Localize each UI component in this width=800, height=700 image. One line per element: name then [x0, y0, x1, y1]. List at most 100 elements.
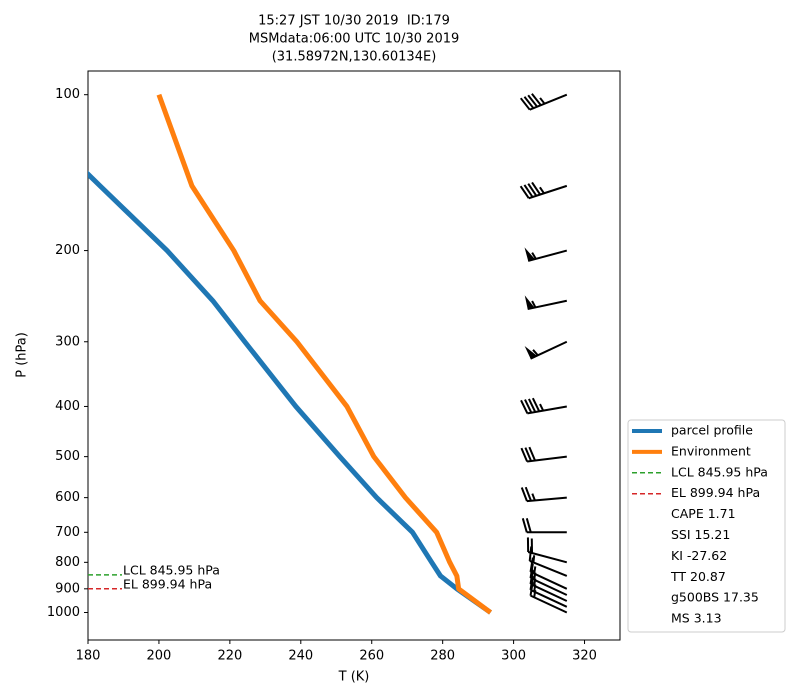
legend-label: SSI 15.21: [671, 527, 730, 542]
wind-barb: [524, 295, 568, 311]
legend-label: TT 20.87: [670, 569, 726, 584]
wind-barb: [524, 340, 568, 360]
y-tick-label: 900: [55, 581, 80, 596]
legend-label: LCL 845.95 hPa: [671, 464, 768, 479]
barb-shaft: [527, 405, 567, 415]
barb-feather: [523, 96, 535, 109]
legend-label: parcel profile: [671, 423, 753, 438]
barb-feather: [520, 399, 529, 414]
wind-barb: [528, 546, 568, 577]
barb-half: [531, 493, 536, 501]
level-label: LCL 845.95 hPa: [123, 562, 220, 577]
y-tick-label: 1000: [47, 605, 80, 620]
title-line: MSMdata:06:00 UTC 10/30 2019: [249, 32, 460, 47]
barb-half: [532, 555, 536, 563]
barb-feather: [531, 93, 542, 106]
barb-half: [539, 186, 545, 194]
legend-label: KI -27.62: [671, 548, 727, 563]
wind-barb: [520, 486, 567, 503]
legend-label: Environment: [671, 443, 751, 458]
barb-half: [539, 97, 546, 105]
barb-shaft: [526, 496, 567, 503]
level-label: EL 899.94 hPa: [123, 576, 212, 591]
wind-barb: [524, 247, 568, 262]
legend-label: MS 3.13: [671, 611, 722, 626]
barb-shaft: [527, 551, 568, 564]
barb-half: [533, 566, 537, 574]
wind-barb: [526, 537, 568, 564]
barb-shaft: [526, 455, 567, 463]
barb-flag: [524, 295, 535, 310]
y-tick-label: 700: [55, 525, 80, 540]
x-tick-label: 180: [76, 649, 101, 664]
x-tick-label: 240: [288, 649, 313, 664]
y-tick-label: 400: [55, 399, 80, 414]
x-tick-label: 300: [501, 649, 526, 664]
barb-feather: [523, 184, 534, 198]
barb-shaft: [530, 571, 568, 590]
wind-barb: [529, 581, 568, 614]
x-tick-label: 260: [359, 649, 384, 664]
barb-half: [531, 252, 537, 260]
wind-barb: [519, 93, 568, 111]
barb-half: [539, 403, 545, 412]
plot-frame: [87, 70, 621, 641]
barb-shaft: [530, 589, 568, 608]
x-tick-label: 280: [430, 649, 455, 664]
y-tick-label: 800: [55, 555, 80, 570]
title-line: (31.58972N,130.60134E): [272, 50, 437, 65]
y-tick-label: 100: [55, 87, 80, 102]
barb-half: [532, 349, 539, 356]
barb-feather: [531, 397, 541, 412]
barb-feather: [521, 518, 528, 533]
x-tick-label: 320: [572, 649, 597, 664]
y-tick-label: 600: [55, 490, 80, 505]
barb-flag: [524, 247, 535, 261]
profile-line: [88, 170, 492, 615]
barb-flag: [524, 345, 537, 359]
barb-feather: [519, 97, 531, 111]
wind-barb: [521, 518, 567, 534]
barb-feather: [520, 447, 529, 462]
title-line: 15:27 JST 10/30 2019 ID:179: [258, 14, 450, 29]
barb-feather: [528, 546, 533, 562]
x-tick-label: 200: [147, 649, 172, 664]
barb-shaft: [530, 577, 568, 596]
barb-feather: [524, 399, 533, 414]
barb-half: [533, 589, 537, 598]
legend-label: g500BS 17.35: [671, 590, 759, 605]
plot-area: [88, 93, 493, 615]
wind-barb: [520, 397, 567, 415]
barb-feather: [519, 185, 530, 199]
barb-shaft: [529, 560, 568, 577]
barb-feather: [531, 181, 541, 196]
barb-shaft: [529, 93, 568, 111]
x-axis-label: T (K): [338, 670, 370, 685]
legend-label: EL 899.94 hPa: [671, 485, 760, 500]
barb-half: [531, 300, 537, 308]
x-tick-label: 220: [217, 649, 242, 664]
barb-feather: [529, 581, 534, 596]
wind-barb: [520, 446, 567, 463]
barb-shaft: [527, 249, 568, 262]
profile-line: [156, 93, 493, 615]
barb-feather: [528, 446, 536, 461]
barb-feather: [527, 94, 538, 108]
y-tick-label: 300: [55, 334, 80, 349]
barb-shaft: [530, 583, 568, 602]
wind-barb: [519, 181, 568, 200]
barb-feather: [524, 486, 532, 502]
y-tick-label: 500: [55, 449, 80, 464]
barb-feather: [520, 487, 528, 502]
barb-shaft: [527, 299, 568, 311]
barb-feather: [527, 183, 538, 197]
barb-feather: [524, 447, 532, 462]
legend-label: CAPE 1.71: [671, 506, 736, 521]
barb-feather: [528, 398, 537, 413]
legend-box: [627, 419, 786, 633]
barb-shaft: [530, 594, 568, 614]
barb-shaft: [528, 184, 568, 200]
y-axis-label: P (hPa): [15, 332, 30, 378]
y-tick-label: 200: [55, 243, 80, 258]
